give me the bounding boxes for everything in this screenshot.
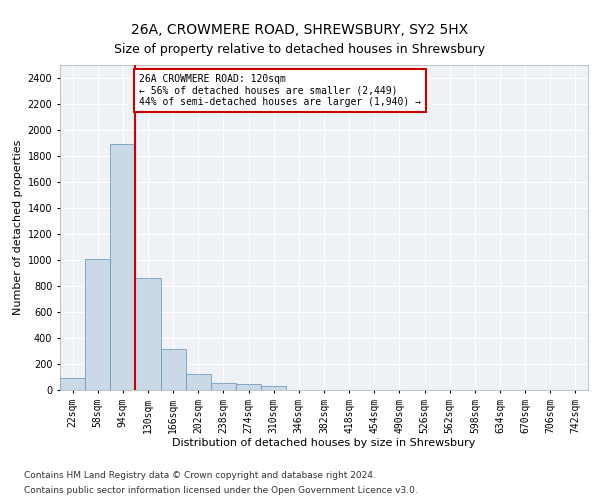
- Bar: [186, 374, 211, 390]
- Bar: [161, 349, 186, 390]
- Y-axis label: Number of detached properties: Number of detached properties: [13, 140, 23, 315]
- Bar: [236, 384, 261, 390]
- X-axis label: Distribution of detached houses by size in Shrewsbury: Distribution of detached houses by size …: [172, 438, 476, 448]
- Bar: [136, 278, 161, 390]
- Bar: [110, 144, 136, 390]
- Text: Contains public sector information licensed under the Open Government Licence v3: Contains public sector information licen…: [24, 486, 418, 495]
- Bar: [261, 386, 286, 390]
- Text: 26A CROWMERE ROAD: 120sqm
← 56% of detached houses are smaller (2,449)
44% of se: 26A CROWMERE ROAD: 120sqm ← 56% of detac…: [139, 74, 421, 108]
- Text: Size of property relative to detached houses in Shrewsbury: Size of property relative to detached ho…: [115, 42, 485, 56]
- Text: 26A, CROWMERE ROAD, SHREWSBURY, SY2 5HX: 26A, CROWMERE ROAD, SHREWSBURY, SY2 5HX: [131, 22, 469, 36]
- Text: Contains HM Land Registry data © Crown copyright and database right 2024.: Contains HM Land Registry data © Crown c…: [24, 471, 376, 480]
- Bar: [85, 258, 110, 390]
- Bar: [60, 378, 85, 390]
- Bar: [211, 383, 236, 390]
